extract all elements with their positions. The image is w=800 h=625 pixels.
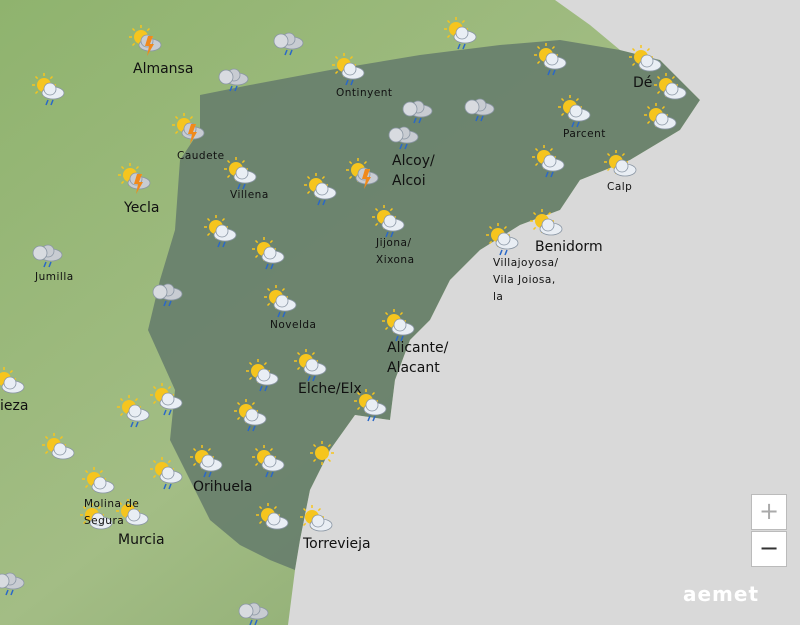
town-label: Molina de [84, 498, 139, 510]
town-label: Segura [84, 515, 124, 527]
weather-icon [116, 499, 149, 526]
weather-icon [246, 359, 279, 392]
province [148, 40, 700, 570]
town-label: Novelda [270, 319, 316, 331]
aemet-logo: aemet [683, 582, 760, 606]
weather-icon [402, 100, 433, 124]
weather-icon [332, 53, 365, 86]
town-label: Villajoyosa/ [493, 257, 559, 269]
weather-icon [252, 445, 285, 478]
town-label: Alacant [387, 360, 440, 376]
weather-icon [644, 103, 677, 130]
weather-icon [224, 157, 257, 190]
weather-icon [256, 503, 289, 530]
weather-icon [32, 73, 65, 106]
weather-icon [118, 163, 151, 194]
weather-icon [190, 445, 223, 478]
weather-icon [604, 150, 637, 177]
weather-icon [464, 98, 495, 122]
weather-icon [558, 95, 591, 128]
weather-icon [172, 113, 205, 144]
weather-icon [310, 441, 334, 465]
town-label: Villena [230, 189, 269, 201]
weather-icon [152, 283, 183, 307]
town-label: Orihuela [193, 479, 253, 495]
town-label: Dé [633, 75, 652, 91]
weather-icon [234, 399, 267, 432]
weather-icon [252, 237, 285, 270]
town-label: Jijona/ [375, 237, 411, 249]
town-label: Alcoy/ [392, 153, 435, 169]
weather-icon [204, 215, 237, 248]
weather-icon [150, 383, 183, 416]
weather-icon [273, 32, 304, 56]
town-label: la [493, 291, 503, 303]
weather-icon [530, 209, 563, 236]
weather-icon [629, 45, 662, 72]
town-label: Alicante/ [387, 340, 449, 356]
weather-icon [42, 433, 75, 460]
town-label: Calp [607, 181, 632, 193]
town-label: Alcoi [392, 173, 426, 189]
weather-icon [0, 367, 25, 394]
town-label: Xixona [376, 254, 415, 266]
town-label: Elche/Elx [298, 381, 362, 397]
sea [288, 0, 800, 625]
weather-icon [346, 158, 379, 189]
weather-icon [388, 126, 419, 150]
weather-icon [218, 68, 249, 92]
town-label: Almansa [133, 61, 193, 77]
weather-icon [486, 223, 519, 256]
weather-icon [117, 395, 150, 428]
weather-icon [372, 205, 405, 238]
town-label: Jumilla [34, 271, 74, 283]
weather-icon [264, 285, 297, 318]
weather-icon [238, 602, 269, 625]
weather-icon [80, 503, 113, 530]
weather-icon [294, 349, 327, 382]
weather-icon [532, 145, 565, 178]
weather-icon [32, 244, 63, 268]
weather-icon [444, 17, 477, 50]
weather-icon [354, 389, 387, 422]
weather-icon [300, 505, 333, 532]
town-label: Yecla [123, 200, 159, 216]
weather-icon [82, 467, 115, 494]
town-label: Parcent [563, 128, 606, 140]
town-label: Ontinyent [336, 87, 393, 99]
weather-icon [304, 173, 337, 206]
town-label: Benidorm [535, 239, 603, 255]
town-label: ieza [0, 398, 28, 414]
town-label: Caudete [177, 150, 225, 162]
town-label: Murcia [118, 532, 165, 548]
weather-icon [150, 457, 183, 490]
town-label: Vila Joiosa, [493, 274, 556, 286]
weather-icon [534, 43, 567, 76]
weather-icon [129, 25, 162, 56]
town-label: Torrevieja [302, 536, 371, 552]
weather-icon [0, 572, 25, 596]
zoom-in[interactable]: + [751, 494, 787, 530]
zoom-out[interactable]: − [751, 531, 787, 567]
weather-icon [654, 73, 687, 100]
weather-icon [382, 309, 415, 342]
